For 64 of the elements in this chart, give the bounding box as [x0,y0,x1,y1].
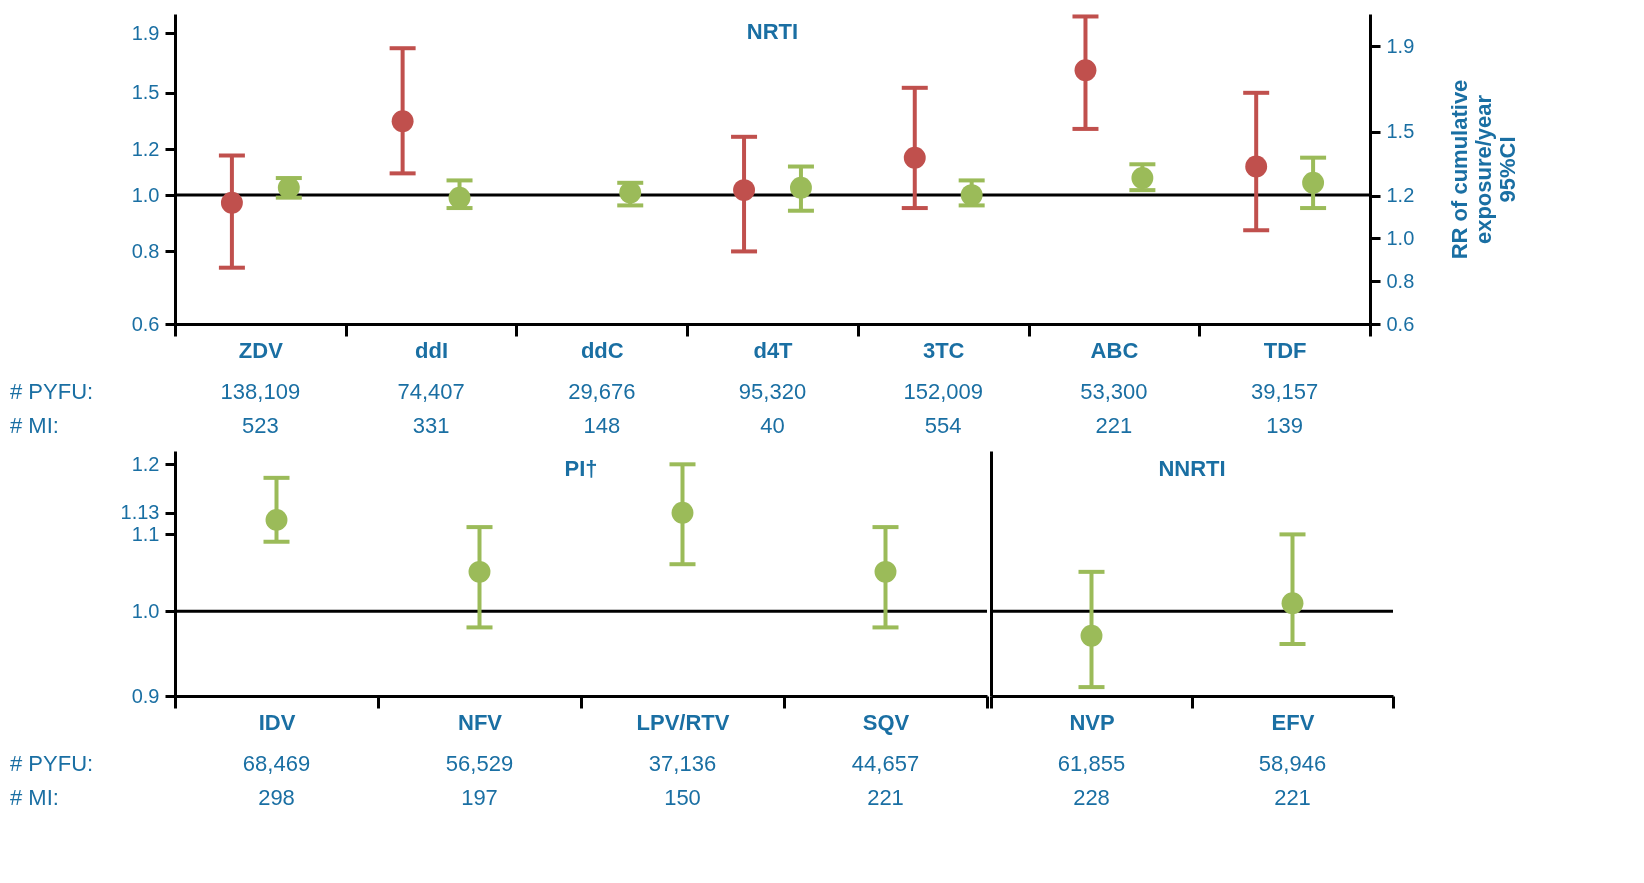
y-tick-label: 1.0 [131,599,160,622]
text: 139 [1266,413,1303,438]
text: # PYFU: [10,379,94,404]
x-tick-label: LPV/RTV [636,709,730,735]
y-tick-label: 0.6 [131,312,160,335]
y2-tick-label: 0.6 [1386,312,1415,335]
y2-tick-label: 1.2 [1386,184,1415,207]
text: 221 [867,785,904,810]
y-tick-label: 1.13 [120,501,160,524]
text: 228 [1073,785,1110,810]
y-tick-label: 1.9 [131,21,160,44]
y-tick-label: 1.1 [131,522,160,545]
text: 150 [664,785,701,810]
y2-tick-label: 1.9 [1386,34,1415,57]
text: 40 [760,413,785,438]
text: 298 [258,785,295,810]
y-tick-label: 1.5 [131,81,160,104]
text: 221 [1274,785,1311,810]
x-tick-label: TDF [1263,337,1307,363]
text: 152,009 [903,379,983,404]
text: 74,407 [397,379,465,404]
chart-title: NNRTI [1158,456,1226,481]
text: 138,109 [220,379,301,404]
text: 221 [1095,413,1133,438]
y-tick-label: 1.2 [131,452,160,475]
text: 44,657 [851,751,920,776]
x-tick-label: ddI [415,337,449,363]
y2-tick-label: 1.0 [1386,226,1415,249]
text: 53,300 [1080,379,1148,404]
y-tick-label: 0.9 [131,684,160,707]
y-tick-label: 0.8 [131,239,160,262]
text: # MI: [10,785,59,810]
y-tick-label: 1.2 [131,137,160,160]
x-tick-label: NVP [1069,709,1115,735]
chart-title: NRTI [746,19,799,44]
x-tick-label: ZDV [238,337,284,363]
text: 58,946 [1258,751,1327,776]
text: 37,136 [648,751,717,776]
text: 554 [924,413,962,438]
text: 61,855 [1057,751,1126,776]
x-tick-label: ABC [1090,337,1139,363]
text: # PYFU: [10,751,94,776]
y2-axis-title: RR of cumulative exposure/year 95%CI [1447,79,1521,260]
y-tick-label: 1.0 [131,183,160,206]
text: 148 [583,413,621,438]
text: 68,469 [242,751,311,776]
x-tick-label: SQV [862,709,910,735]
text: 39,157 [1250,379,1319,404]
text: 56,529 [445,751,514,776]
y2-tick-label: 0.8 [1386,269,1415,292]
text: 331 [412,413,450,438]
x-tick-label: EFV [1271,709,1315,735]
text: 95,320 [738,379,807,404]
y2-tick-label: 1.5 [1386,120,1415,143]
x-tick-label: ddC [580,337,624,363]
x-tick-label: IDV [258,709,296,735]
x-tick-label: 3TC [922,337,965,363]
x-tick-label: NFV [458,709,503,735]
x-tick-label: d4T [753,337,794,363]
text: 523 [242,413,279,438]
chart-title: PI† [564,456,598,481]
text: # MI: [10,413,59,438]
text: 197 [461,785,498,810]
text: 29,676 [568,379,636,404]
